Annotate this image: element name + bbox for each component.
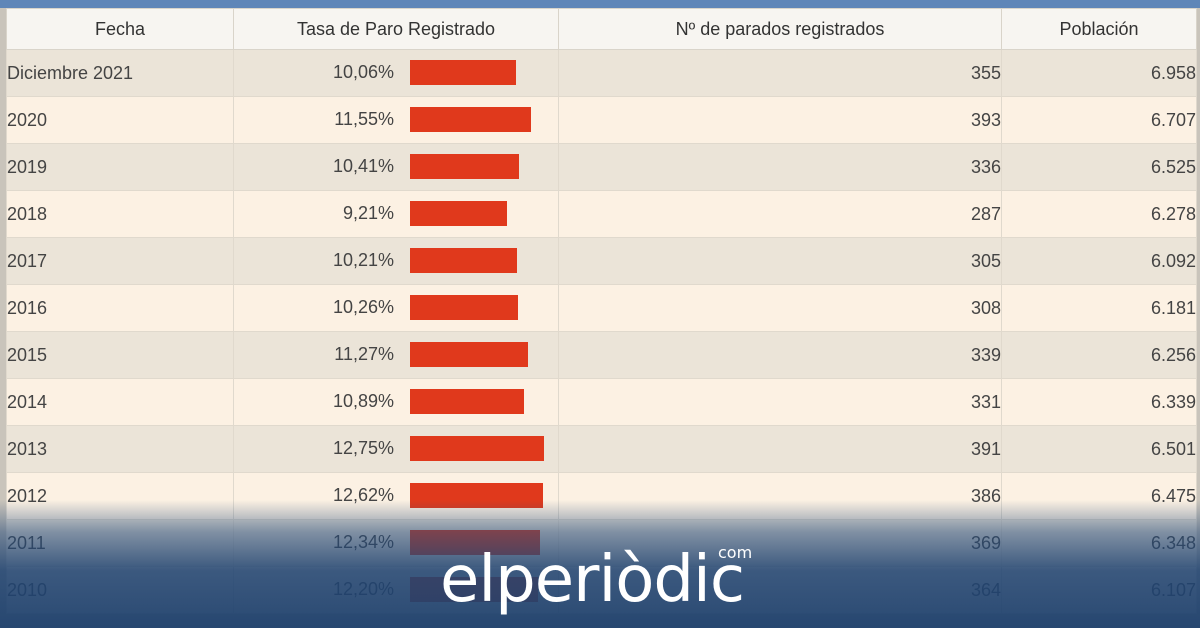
table-row: 2016 10,26% 308 6.181 — [6, 284, 1197, 332]
cell-parados: 336 — [558, 143, 1002, 191]
cell-fecha: 2020 — [6, 96, 234, 144]
rate-value: 12,62% — [332, 485, 394, 505]
cell-parados: 393 — [558, 96, 1002, 144]
cell-poblacion: 6.348 — [1001, 519, 1197, 567]
logo-tld: com — [718, 543, 753, 562]
rate-value: 10,21% — [332, 250, 394, 270]
cell-fecha: 2012 — [6, 472, 234, 520]
cell-poblacion: 6.525 — [1001, 143, 1197, 191]
rate-bar — [410, 201, 507, 226]
rate-value: 11,55% — [334, 109, 394, 129]
cell-fecha: 2019 — [6, 143, 234, 191]
rate-value: 12,75% — [332, 438, 394, 458]
cell-fecha: 2017 — [6, 237, 234, 285]
cell-tasa: 10,06% — [233, 49, 559, 97]
rate-bar — [410, 154, 519, 179]
table-row: 2012 12,62% 386 6.475 — [6, 472, 1197, 520]
rate-value: 9,21% — [342, 203, 394, 223]
cell-tasa: 10,41% — [233, 143, 559, 191]
cell-fecha: 2013 — [6, 425, 234, 473]
rate-value: 12,20% — [332, 579, 394, 599]
cell-fecha: 2018 — [6, 190, 234, 238]
cell-parados: 287 — [558, 190, 1002, 238]
cell-poblacion: 6.107 — [1001, 566, 1197, 614]
cell-poblacion: 6.958 — [1001, 49, 1197, 97]
table-row: 2014 10,89% 331 6.339 — [6, 378, 1197, 426]
cell-poblacion: 6.092 — [1001, 237, 1197, 285]
rate-bar — [410, 389, 524, 414]
rate-bar — [410, 436, 544, 461]
rate-value: 11,27% — [334, 344, 394, 364]
rate-value: 10,89% — [332, 391, 394, 411]
cell-fecha: Diciembre 2021 — [6, 49, 234, 97]
cell-poblacion: 6.256 — [1001, 331, 1197, 379]
header-tasa[interactable]: Tasa de Paro Registrado — [233, 8, 559, 50]
header-poblacion[interactable]: Población — [1001, 8, 1197, 50]
cell-poblacion: 6.339 — [1001, 378, 1197, 426]
rate-value: 12,34% — [332, 532, 394, 552]
cell-tasa: 11,27% — [233, 331, 559, 379]
table-row: 2013 12,75% 391 6.501 — [6, 425, 1197, 473]
cell-fecha: 2011 — [6, 519, 234, 567]
table-top-bar — [0, 0, 1200, 8]
rate-value: 10,26% — [332, 297, 394, 317]
rate-bar — [410, 60, 516, 85]
cell-parados: 386 — [558, 472, 1002, 520]
cell-parados: 308 — [558, 284, 1002, 332]
cell-poblacion: 6.501 — [1001, 425, 1197, 473]
rate-bar — [410, 248, 517, 273]
table-row: 2019 10,41% 336 6.525 — [6, 143, 1197, 191]
rate-value: 10,06% — [332, 62, 394, 82]
table-row: 2020 11,55% 393 6.707 — [6, 96, 1197, 144]
rate-value: 10,41% — [332, 156, 394, 176]
table-row: Diciembre 2021 10,06% 355 6.958 — [6, 49, 1197, 97]
cell-fecha: 2014 — [6, 378, 234, 426]
cell-tasa: 10,26% — [233, 284, 559, 332]
rate-bar — [410, 295, 518, 320]
cell-parados: 391 — [558, 425, 1002, 473]
cell-tasa: 10,21% — [233, 237, 559, 285]
cell-fecha: 2010 — [6, 566, 234, 614]
cell-tasa: 10,89% — [233, 378, 559, 426]
cell-parados: 305 — [558, 237, 1002, 285]
cell-parados: 355 — [558, 49, 1002, 97]
cell-poblacion: 6.707 — [1001, 96, 1197, 144]
elperiodic-logo[interactable]: elperiòdic — [440, 543, 745, 617]
cell-fecha: 2015 — [6, 331, 234, 379]
table-header-row: Fecha Tasa de Paro Registrado Nº de para… — [6, 8, 1197, 50]
cell-parados: 331 — [558, 378, 1002, 426]
rate-bar — [410, 342, 528, 367]
table-row: 2017 10,21% 305 6.092 — [6, 237, 1197, 285]
cell-tasa: 12,75% — [233, 425, 559, 473]
cell-poblacion: 6.181 — [1001, 284, 1197, 332]
unemployment-table: Fecha Tasa de Paro Registrado Nº de para… — [6, 8, 1197, 614]
cell-tasa: 9,21% — [233, 190, 559, 238]
cell-poblacion: 6.475 — [1001, 472, 1197, 520]
rate-bar — [410, 483, 543, 508]
cell-poblacion: 6.278 — [1001, 190, 1197, 238]
cell-tasa: 11,55% — [233, 96, 559, 144]
cell-fecha: 2016 — [6, 284, 234, 332]
header-parados[interactable]: Nº de parados registrados — [558, 8, 1002, 50]
cell-parados: 339 — [558, 331, 1002, 379]
cell-tasa: 12,62% — [233, 472, 559, 520]
header-fecha[interactable]: Fecha — [6, 8, 234, 50]
rate-bar — [410, 107, 531, 132]
table-row: 2018 9,21% 287 6.278 — [6, 190, 1197, 238]
table-row: 2015 11,27% 339 6.256 — [6, 331, 1197, 379]
